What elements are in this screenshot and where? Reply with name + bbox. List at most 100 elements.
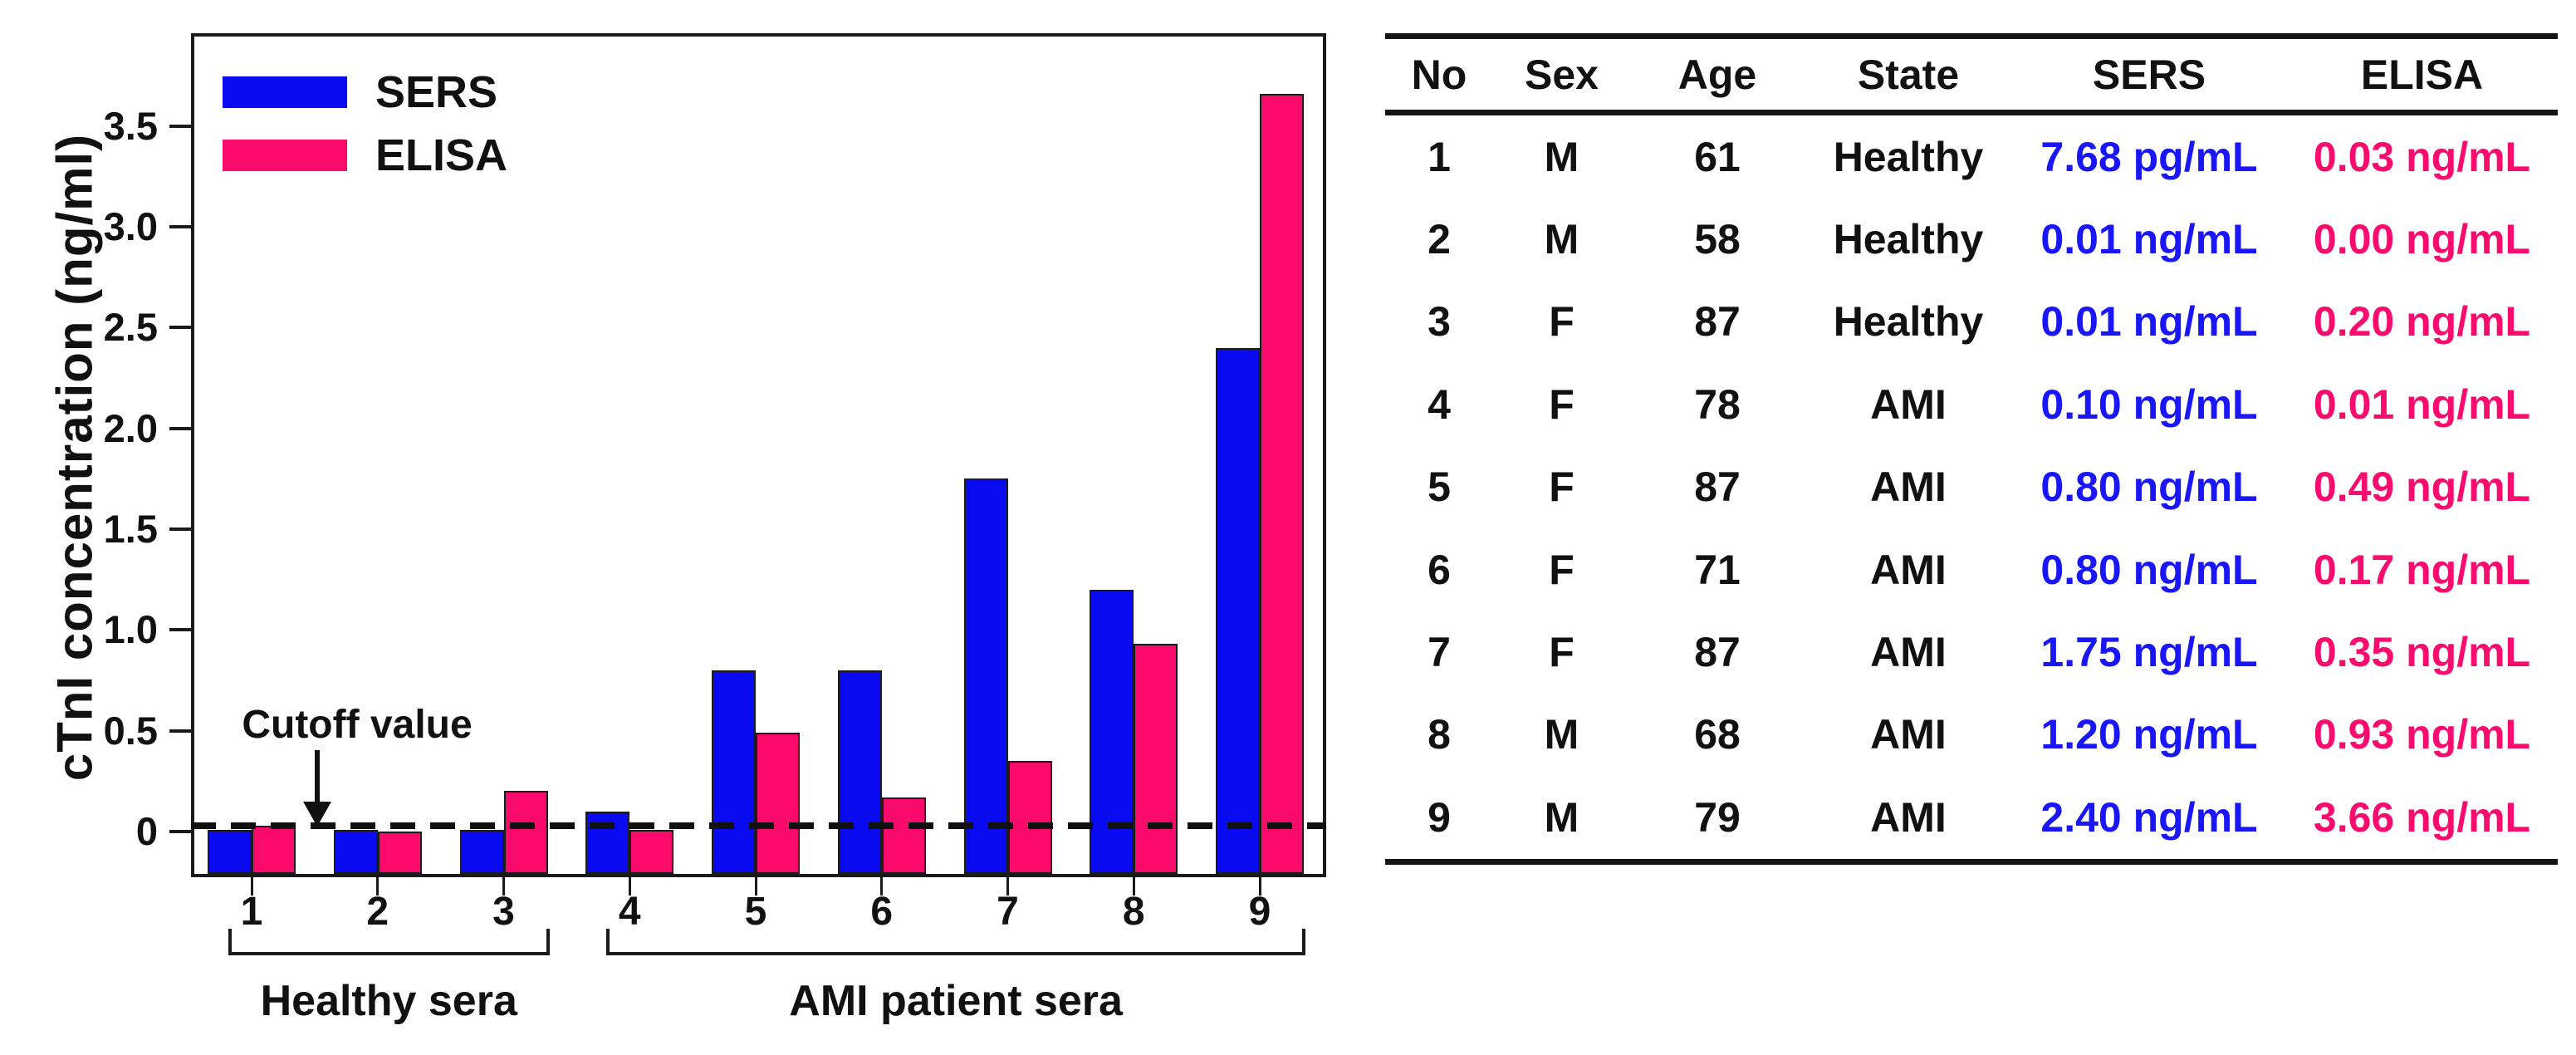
cell-sers-8: 1.20 ng/mL [2040,711,2258,758]
legend-label-elisa: ELISA [375,130,508,180]
cell-no-2: 2 [1428,216,1451,263]
table-header-no: No [1411,51,1467,98]
cell-state-6: AMI [1870,546,1947,593]
elisa-swatch [223,140,347,171]
cell-no-7: 7 [1428,629,1451,676]
cell-sex-4: F [1549,380,1574,428]
cell-age-2: 58 [1694,216,1741,263]
bar-elisa-5 [756,733,800,874]
cell-no-4: 4 [1428,380,1451,428]
x-tick-label-7: 7 [997,890,1019,934]
cell-sex-7: F [1549,629,1574,676]
cell-sex-2: M [1544,216,1579,263]
y-tick-1.5 [169,528,191,531]
y-tick-label-2.5: 2.5 [103,305,158,350]
table-row-3: 3 F 87 Healthy 0.01 ng/mL 0.20 ng/mL [1385,281,2558,363]
cell-age-5: 87 [1694,464,1741,511]
bar-elisa-6 [881,797,926,874]
table-bottom-rule [1385,858,2558,865]
cell-age-4: 78 [1694,380,1741,428]
table-body: 1 M 61 Healthy 7.68 pg/mL 0.03 ng/mL 2 M 58 Healt… [1385,115,2558,859]
table-row-5: 5 F 87 AMI 0.80 ng/mL 0.49 ng/mL [1385,446,2558,528]
cell-sers-7: 1.75 ng/mL [2040,629,2258,676]
cell-sex-8: M [1544,711,1579,758]
cell-sex-9: M [1544,793,1579,841]
bar-elisa-3 [503,791,548,874]
cell-age-6: 71 [1694,546,1741,593]
x-tick-label-8: 8 [1122,890,1145,934]
cell-elisa-4: 0.01 ng/mL [2313,380,2531,428]
table-row-9: 9 M 79 AMI 2.40 ng/mL 3.66 ng/mL [1385,776,2558,858]
cell-elisa-3: 0.20 ng/mL [2313,298,2531,346]
table-header-age: Age [1677,51,1757,98]
bar-elisa-9 [1260,93,1304,874]
bar-sers-2 [333,829,378,874]
bar-sers-4 [585,811,630,874]
patient-table: No Sex Age State SERS ELISA 1 M 61 Healthy 7.68 p… [1379,0,2576,1055]
x-tick-5 [754,874,757,896]
cell-state-8: AMI [1870,711,1947,758]
cell-sex-6: F [1549,546,1574,593]
table-header-rule [1385,110,2558,115]
x-tick-1 [250,874,253,896]
table-row-6: 6 F 71 AMI 0.80 ng/mL 0.17 ng/mL [1385,528,2558,611]
y-tick-1.0 [169,628,191,632]
y-tick-2.5 [169,326,191,330]
x-tick-label-6: 6 [870,890,894,934]
cell-sers-2: 0.01 ng/mL [2040,216,2258,263]
group-label-2: AMI patient sera [789,977,1123,1025]
cell-elisa-9: 3.66 ng/mL [2313,793,2531,841]
cutoff-arrow-head [303,802,331,827]
x-tick-label-9: 9 [1248,890,1271,934]
cell-sex-5: F [1549,464,1574,511]
cell-age-1: 61 [1694,133,1741,180]
bar-sers-7 [963,478,1008,874]
cell-sers-9: 2.40 ng/mL [2040,793,2258,841]
cell-sers-5: 0.80 ng/mL [2040,464,2258,511]
y-tick-label-2.0: 2.0 [103,405,158,450]
cell-sex-3: F [1549,298,1574,346]
cell-no-1: 1 [1428,133,1451,180]
cell-age-7: 87 [1694,629,1741,676]
y-tick-3.0 [169,224,191,228]
bar-elisa-7 [1007,761,1052,874]
legend-item-sers: SERS [223,70,497,115]
table-header-state: State [1857,51,1960,98]
x-tick-4 [628,874,631,896]
cell-no-8: 8 [1428,711,1451,758]
cell-sex-1: M [1544,133,1579,180]
table-header-sex: Sex [1525,51,1599,98]
cell-sers-3: 0.01 ng/mL [2040,298,2258,346]
x-tick-3 [502,874,505,896]
bar-elisa-4 [629,829,674,874]
cell-elisa-5: 0.49 ng/mL [2313,464,2531,511]
cell-elisa-8: 0.93 ng/mL [2313,711,2531,758]
y-tick-label-1.5: 1.5 [103,507,158,551]
y-tick-label-3.0: 3.0 [103,204,158,248]
bar-chart: cTnI concentration (ng/ml) 0 0.5 1.0 1.5 2.0… [47,33,1326,1025]
table-row-4: 4 F 78 AMI 0.10 ng/mL 0.01 ng/mL [1385,363,2558,445]
bracket-2 [606,929,1305,955]
bar-sers-3 [459,829,504,874]
table-row-7: 7 F 87 AMI 1.75 ng/mL 0.35 ng/mL [1385,611,2558,693]
cell-state-9: AMI [1870,793,1947,841]
x-tick-7 [1006,874,1009,896]
cell-elisa-1: 0.03 ng/mL [2313,133,2531,180]
bar-elisa-1 [252,825,296,874]
y-tick-2.0 [169,426,191,430]
table-inner: No Sex Age State SERS ELISA 1 M 61 Healthy 7.68 p… [1385,33,2558,865]
cutoff-dashed-line [191,822,1326,829]
bar-sers-9 [1216,347,1260,874]
cell-elisa-7: 0.35 ng/mL [2313,629,2531,676]
cell-age-8: 68 [1694,711,1741,758]
x-tick-6 [880,874,884,896]
table-header-row: No Sex Age State SERS ELISA [1385,39,2558,110]
cell-state-7: AMI [1870,629,1947,676]
y-tick-label-0.5: 0.5 [103,708,158,753]
bar-elisa-8 [1134,644,1178,874]
y-tick-0 [169,830,191,834]
legend-item-elisa: ELISA [223,133,507,178]
x-tick-label-4: 4 [618,890,641,934]
cell-state-2: Healthy [1833,216,1984,263]
bracket-1 [228,929,550,955]
